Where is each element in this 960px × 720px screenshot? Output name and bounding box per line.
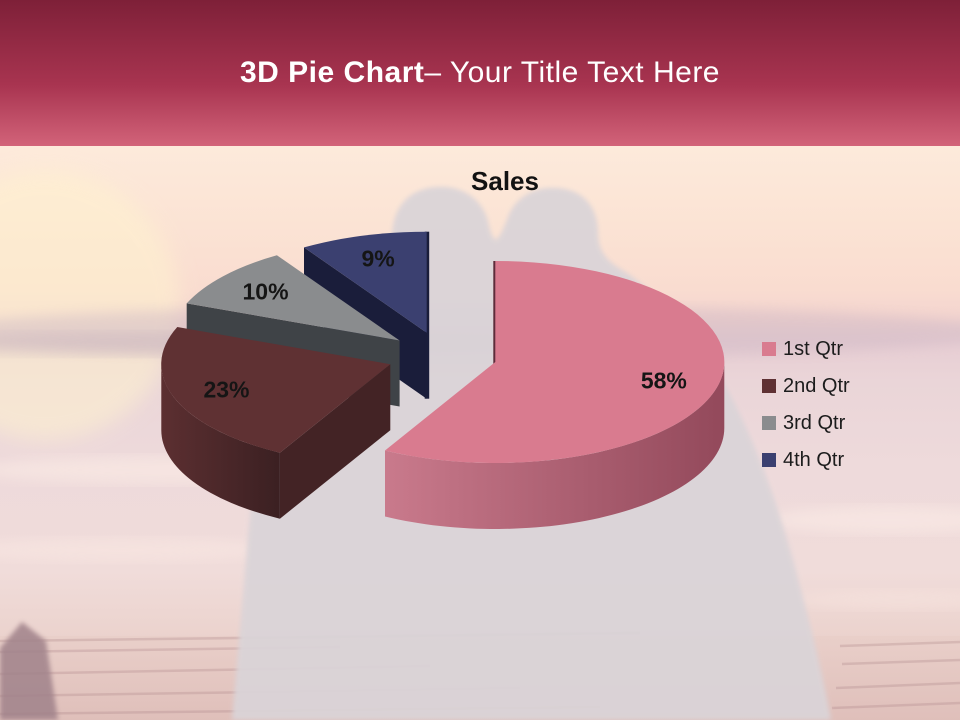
sun-glow xyxy=(0,170,180,440)
water-shimmer xyxy=(0,538,280,562)
water-shimmer xyxy=(770,506,960,534)
legend-swatch-3rd-qtr xyxy=(762,416,776,430)
banner-title-rest: – Your Title Text Here xyxy=(424,56,720,89)
banner-title-bold: 3D Pie Chart xyxy=(239,56,425,89)
chart-legend: 1st Qtr 2nd Qtr 3rd Qtr 4th Qtr xyxy=(762,337,850,485)
water-shimmer xyxy=(790,590,960,610)
slice-label-4th-qtr: 9% xyxy=(361,245,395,272)
legend-item-1st-qtr: 1st Qtr xyxy=(762,337,850,361)
pie-slice-group-2nd Qtr xyxy=(161,327,391,519)
legend-swatch-1st-qtr xyxy=(762,342,776,356)
chart-title: Sales xyxy=(471,166,539,196)
legend-swatch-2nd-qtr xyxy=(762,379,776,393)
pie-slice-wall xyxy=(279,364,391,519)
legend-item-4th-qtr: 4th Qtr xyxy=(762,448,850,472)
pie-slice-rim xyxy=(385,362,725,529)
slice-label-1st-qtr: 58% xyxy=(640,367,687,394)
legend-label: 4th Qtr xyxy=(783,448,845,471)
legend-item-3rd-qtr: 3rd Qtr xyxy=(762,411,850,435)
pie-slice-2nd Qtr xyxy=(161,327,391,453)
pie-slice-4th Qtr xyxy=(304,231,427,333)
legend-label: 2nd Qtr xyxy=(783,374,850,397)
legend-label: 1st Qtr xyxy=(783,337,844,360)
banner-title: 3D Pie Chart– Your Title Text Here xyxy=(240,56,720,90)
pie-slice-1st Qtr xyxy=(385,261,725,463)
dock-post xyxy=(0,622,58,720)
slice-label-3rd-qtr: 10% xyxy=(242,278,289,305)
pie-slice-group-1st Qtr xyxy=(385,261,725,529)
legend-label: 3rd Qtr xyxy=(783,411,846,434)
slice-label-2nd-qtr: 23% xyxy=(203,376,250,403)
legend-swatch-4th-qtr xyxy=(762,453,776,467)
pie-slice-3rd Qtr xyxy=(186,255,400,341)
pie-slice-rim xyxy=(161,364,280,519)
legend-item-2nd-qtr: 2nd Qtr xyxy=(762,374,850,398)
pie-slice-edge xyxy=(424,231,430,399)
title-banner: 3D Pie Chart– Your Title Text Here xyxy=(0,0,960,146)
